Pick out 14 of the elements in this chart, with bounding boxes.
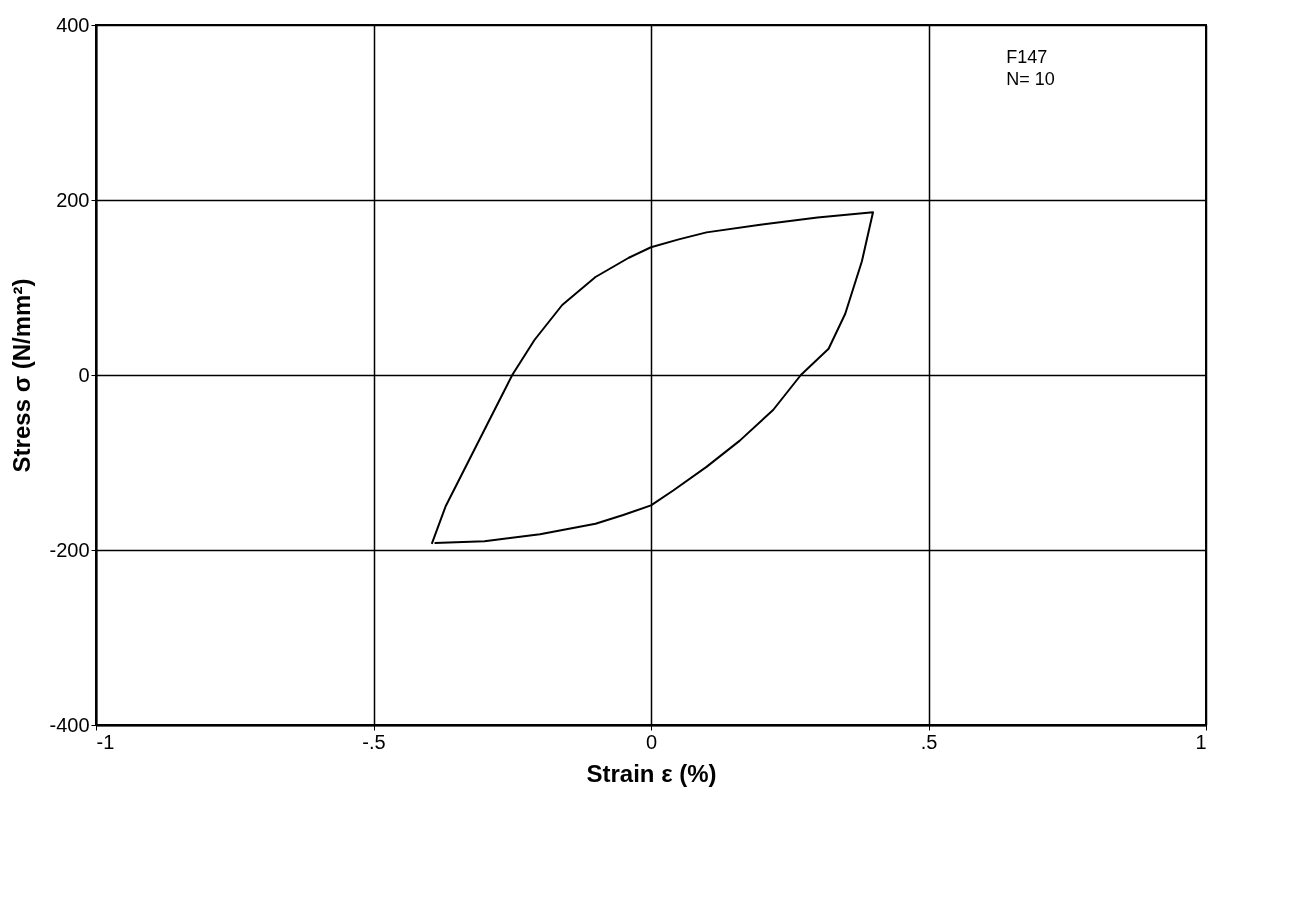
y-tick-label: 400 (56, 13, 90, 36)
annotation: F147 (1006, 47, 1048, 67)
x-tick-label: -.5 (362, 730, 386, 753)
y-axis-title: Stress σ (N/mm²) (8, 278, 36, 473)
x-tick-label: 1 (1195, 730, 1207, 753)
x-axis-title: Strain ε (%) (586, 759, 717, 787)
y-tick-label: 0 (78, 363, 90, 386)
y-tick-label: -200 (49, 538, 90, 561)
x-tick-label: -1 (96, 730, 115, 753)
annotation: N= 10 (1006, 69, 1055, 89)
y-tick-label: 200 (56, 188, 90, 211)
y-tick-label: -400 (49, 713, 90, 736)
x-tick-label: 0 (645, 730, 658, 753)
x-tick-label: .5 (920, 730, 938, 753)
